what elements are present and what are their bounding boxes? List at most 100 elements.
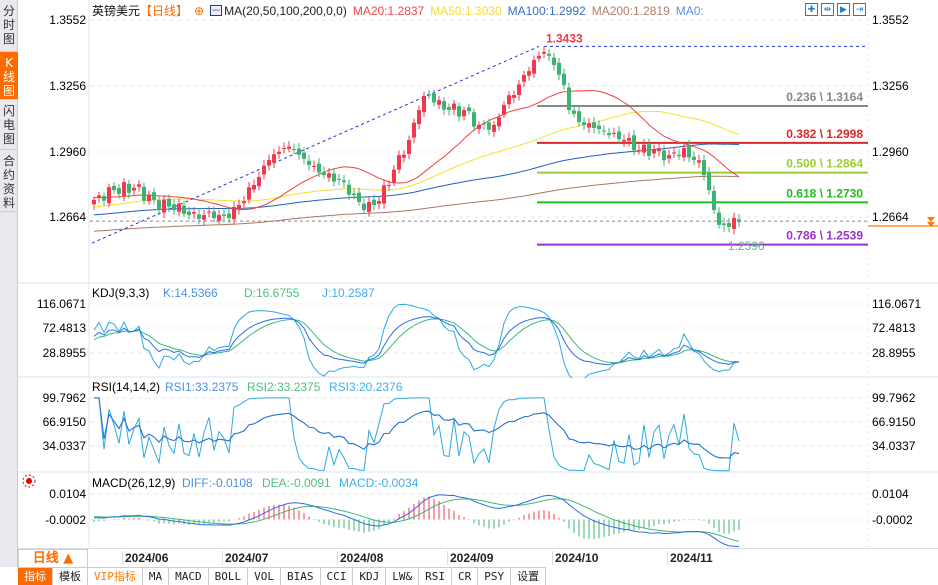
macd-tick: 0.0104 bbox=[49, 487, 86, 501]
kdj-j-value: J:10.2587 bbox=[322, 286, 375, 300]
tab-bias[interactable]: BIAS bbox=[281, 568, 321, 585]
ma-params: MA(20,50,100,200,0,0) bbox=[224, 3, 347, 18]
candle-body bbox=[727, 222, 731, 227]
ma-chart-icon[interactable]: 〰 bbox=[210, 5, 223, 16]
ma100-value: MA100:1.2992 bbox=[507, 3, 586, 18]
add-indicator-icon[interactable]: ⊕ bbox=[194, 3, 205, 18]
candle-body bbox=[517, 84, 521, 96]
kdj-tick-right: 72.4813 bbox=[872, 321, 916, 335]
candle-body bbox=[387, 185, 391, 187]
candle-body bbox=[477, 124, 481, 129]
y-tick-left: 1.2664 bbox=[49, 210, 86, 224]
kdj-k-value: K:14.5366 bbox=[163, 286, 218, 300]
candle-body bbox=[677, 154, 681, 157]
candle-body bbox=[562, 73, 566, 85]
play-icon[interactable]: ▶ bbox=[837, 3, 850, 16]
candle-body bbox=[687, 145, 691, 158]
candle-body bbox=[637, 149, 641, 151]
candle-body bbox=[347, 184, 351, 195]
kdj-title: KDJ(9,3,3) bbox=[92, 286, 149, 300]
candle-body bbox=[522, 75, 526, 82]
candle-body bbox=[357, 192, 361, 202]
kdj-tick: 72.4813 bbox=[43, 321, 87, 335]
tab-kdj[interactable]: KDJ bbox=[353, 568, 387, 585]
tab-flash-chart[interactable]: 闪电图 bbox=[0, 100, 18, 150]
tab-ma[interactable]: MA bbox=[143, 568, 170, 585]
ma50-value: MA50:1.3030 bbox=[430, 3, 502, 18]
panel-dividers bbox=[18, 0, 938, 548]
candle-body bbox=[442, 101, 446, 110]
fib-level-label: 0.382 \ 1.2998 bbox=[786, 127, 863, 141]
ma50-line bbox=[93, 110, 740, 208]
kdj-d-line bbox=[93, 318, 740, 364]
candle-body bbox=[252, 185, 256, 190]
exit-icon[interactable]: ⇥ bbox=[853, 3, 866, 16]
macd-title: MACD(26,12,9) bbox=[92, 476, 175, 490]
chart-canvas[interactable]: 1.3552 1.3256 1.2960 1.2664 1.3552 1.325… bbox=[0, 0, 938, 548]
candle-body bbox=[612, 132, 616, 134]
candle-body bbox=[242, 201, 246, 204]
candle-body bbox=[127, 183, 131, 193]
grid-lines bbox=[90, 19, 868, 521]
candle-body bbox=[157, 200, 161, 210]
tab-templates[interactable]: 模板 bbox=[53, 568, 88, 585]
candle-body bbox=[247, 187, 251, 200]
candle-body bbox=[422, 95, 426, 113]
x-tick: 2024/10 bbox=[552, 551, 598, 565]
rsi-tick: 99.7962 bbox=[43, 391, 87, 405]
zoom-range-icon[interactable]: ⇹ bbox=[821, 3, 834, 16]
candle-body bbox=[572, 110, 576, 114]
crosshair-icon[interactable]: ✚ bbox=[805, 3, 818, 16]
fib-level-label: 0.236 \ 1.3164 bbox=[786, 90, 863, 104]
tab-timeshare[interactable]: 分时图 bbox=[0, 0, 18, 52]
rsi-plot bbox=[94, 397, 740, 472]
candle-body bbox=[427, 94, 431, 96]
macd-plot bbox=[93, 494, 740, 548]
period-selector[interactable]: 日线 ▲ bbox=[18, 549, 88, 568]
candle-body bbox=[237, 204, 241, 210]
x-tick: 2024/11 bbox=[667, 551, 713, 565]
fib-level-label: 0.500 \ 1.2864 bbox=[786, 157, 863, 171]
kdj-d-value: D:16.6755 bbox=[244, 286, 300, 300]
candle-body bbox=[327, 173, 331, 178]
candle-body bbox=[707, 172, 711, 191]
candle-body bbox=[392, 169, 396, 183]
tab-kline[interactable]: K线图 bbox=[0, 52, 18, 100]
y-tick-right: 1.2664 bbox=[872, 210, 909, 224]
candle-body bbox=[697, 160, 701, 163]
fibonacci-levels[interactable]: 0.236 \ 1.3164 0.382 \ 1.2998 0.500 \ 1.28… bbox=[537, 90, 868, 246]
candle-body bbox=[547, 53, 551, 56]
ma200-value: MA200:1.2819 bbox=[591, 3, 670, 18]
tab-psy[interactable]: PSY bbox=[478, 568, 512, 585]
x-tick: 2024/09 bbox=[447, 551, 493, 565]
tab-rsi[interactable]: RSI bbox=[419, 568, 452, 585]
rsi1-value: RSI1:33.2375 bbox=[165, 380, 239, 394]
candle-body bbox=[377, 201, 381, 204]
candle-body bbox=[202, 215, 206, 220]
candle-body bbox=[112, 185, 116, 191]
indicator-settings-icon[interactable] bbox=[22, 474, 36, 488]
candle-body bbox=[647, 144, 651, 156]
candle-body bbox=[472, 112, 476, 127]
tab-cr[interactable]: CR bbox=[452, 568, 479, 585]
kdj-tick-right: 28.8955 bbox=[872, 346, 916, 360]
kdj-tick: 116.0671 bbox=[37, 297, 86, 311]
macd-diff-line bbox=[93, 494, 740, 548]
tab-vol[interactable]: VOL bbox=[248, 568, 281, 585]
tab-indicators[interactable]: 指标 bbox=[18, 568, 53, 585]
tab-boll[interactable]: BOLL bbox=[209, 568, 249, 585]
tab-lwr[interactable]: LW& bbox=[386, 568, 420, 585]
rsi-tick: 34.0337 bbox=[43, 439, 87, 453]
y-tick-left: 1.2960 bbox=[49, 145, 86, 159]
candle-body bbox=[177, 203, 181, 212]
candle-body bbox=[287, 146, 291, 149]
tab-vip-indicators[interactable]: VIP指标 bbox=[88, 568, 143, 585]
candle-body bbox=[737, 219, 741, 223]
tab-cci[interactable]: CCI bbox=[321, 568, 354, 585]
price-plot[interactable] bbox=[90, 45, 868, 244]
tab-settings[interactable]: 设置 bbox=[511, 568, 547, 585]
tab-contract-info[interactable]: 合约资料 bbox=[0, 150, 18, 212]
candle-body bbox=[632, 135, 636, 151]
kdj-plot bbox=[93, 303, 740, 378]
tab-macd[interactable]: MACD bbox=[169, 568, 209, 585]
